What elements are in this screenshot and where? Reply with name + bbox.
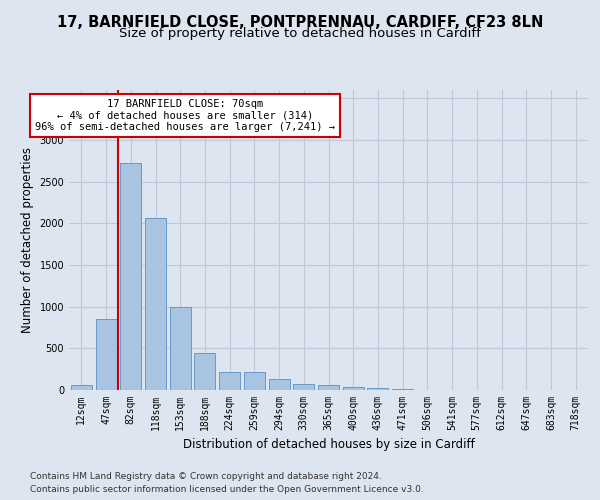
Bar (194, 352, 215, 390)
Bar (318, 386, 339, 390)
Text: Contains public sector information licensed under the Open Government Licence v3: Contains public sector information licen… (30, 485, 424, 494)
X-axis label: Distribution of detached houses by size in Cardiff: Distribution of detached houses by size … (182, 438, 475, 452)
Text: Contains HM Land Registry data © Crown copyright and database right 2024.: Contains HM Land Registry data © Crown c… (30, 472, 382, 481)
Bar (269, 379, 290, 390)
Bar (293, 384, 314, 390)
Bar (367, 388, 388, 390)
Bar (392, 389, 413, 390)
Bar (170, 306, 191, 390)
Bar (219, 372, 240, 390)
Bar (120, 164, 141, 390)
Text: 17 BARNFIELD CLOSE: 70sqm
← 4% of detached houses are smaller (314)
96% of semi-: 17 BARNFIELD CLOSE: 70sqm ← 4% of detach… (35, 99, 335, 132)
Bar (71, 385, 92, 390)
Bar (343, 387, 364, 390)
Bar (244, 372, 265, 390)
Text: Size of property relative to detached houses in Cardiff: Size of property relative to detached ho… (119, 28, 481, 40)
Bar (145, 218, 166, 390)
Text: 17, BARNFIELD CLOSE, PONTPRENNAU, CARDIFF, CF23 8LN: 17, BARNFIELD CLOSE, PONTPRENNAU, CARDIF… (57, 15, 543, 30)
Bar (95, 319, 116, 390)
Y-axis label: Number of detached properties: Number of detached properties (21, 147, 34, 333)
